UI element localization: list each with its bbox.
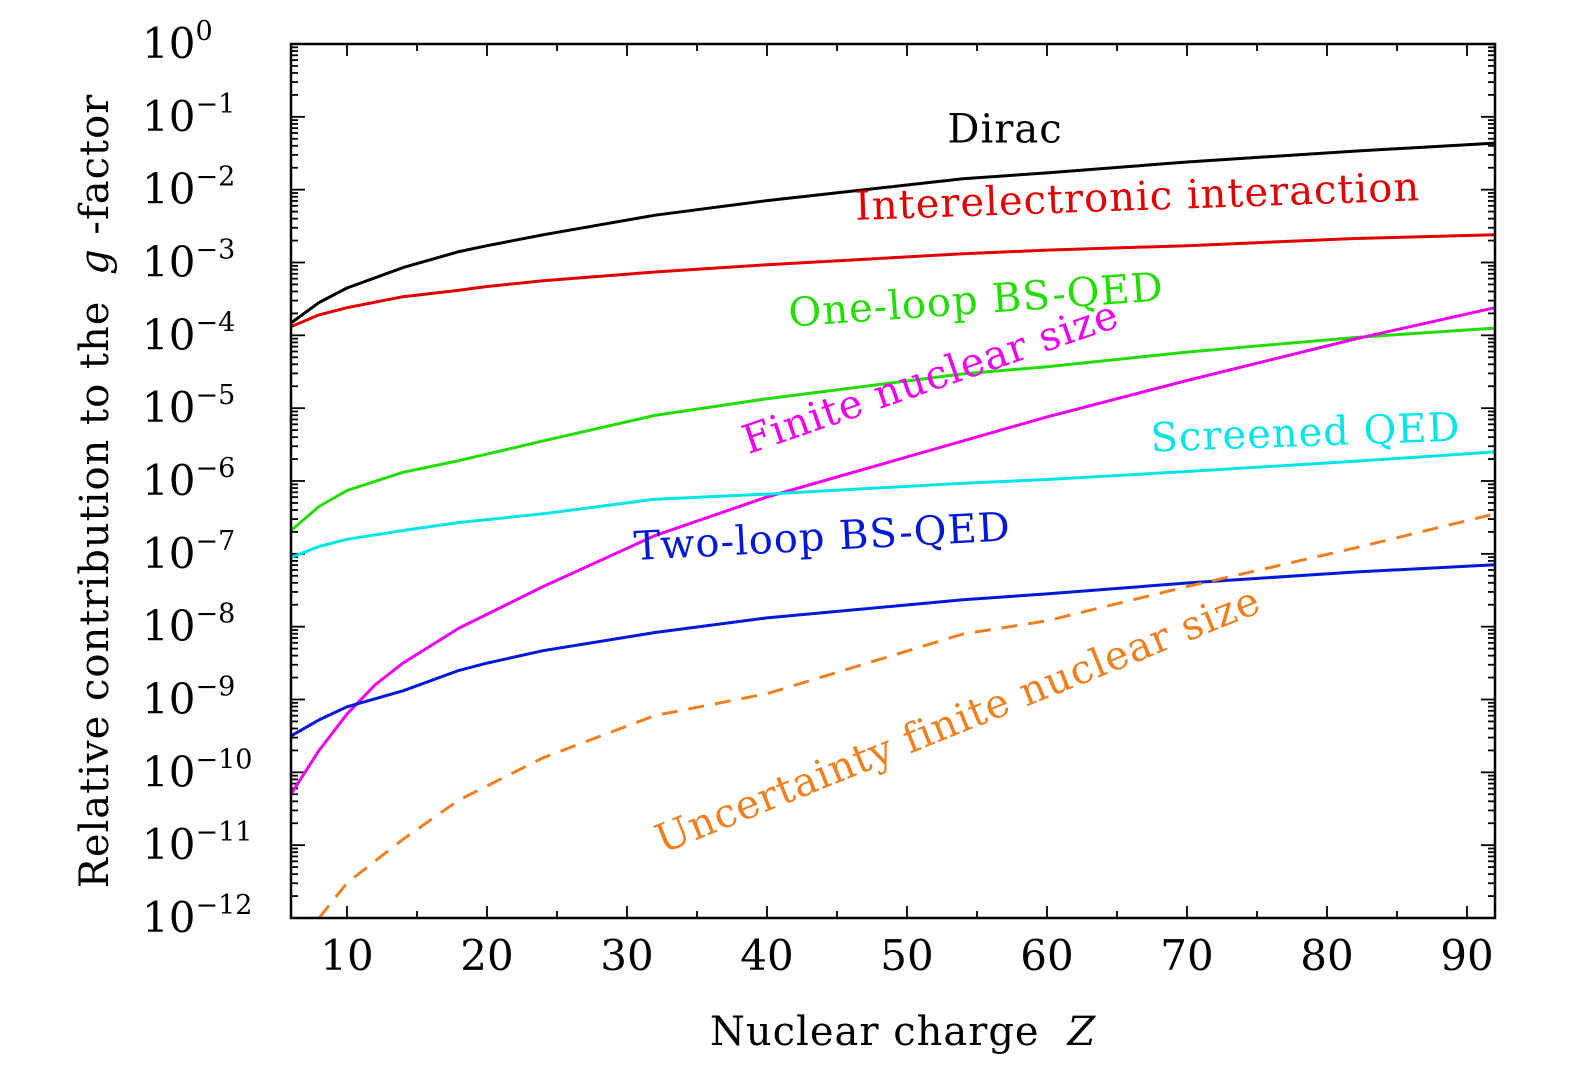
- y-tick-label-base: 10: [142, 165, 195, 214]
- y-axis-title-text: Relative contribution to the: [72, 301, 118, 889]
- y-tick-label-base: 10: [142, 529, 195, 578]
- y-tick-label-base: 10: [142, 456, 195, 505]
- y-tick-label: 10−7: [142, 526, 235, 578]
- y-tick-label: 10−2: [142, 162, 235, 214]
- y-tick-label-base: 10: [142, 238, 195, 287]
- y-tick-label-exponent: 0: [195, 16, 212, 47]
- y-tick-label-exponent: −7: [195, 526, 235, 557]
- series-line-two-loop-bs-qed: [290, 563, 1496, 738]
- series-line-one-loop-bs-qed: [290, 326, 1496, 532]
- series-label-screened-qed: Screened QED: [1150, 405, 1462, 462]
- y-tick-label-exponent: −10: [195, 744, 252, 775]
- plot-frame: [289, 42, 1497, 920]
- series-line-uncertainty-finite-nuclear-size: [317, 512, 1496, 919]
- series-line-finite-nuclear-size: [289, 306, 1496, 796]
- y-tick-label: 10−9: [142, 672, 235, 724]
- y-tick-label: 10−1: [142, 89, 235, 141]
- y-tick-label: 10−11: [142, 817, 252, 869]
- y-tick-label: 10−4: [142, 307, 235, 359]
- y-tick-label-exponent: −5: [195, 380, 235, 411]
- x-axis-title-variable: Z: [1065, 1009, 1096, 1055]
- y-tick-label-base: 10: [142, 893, 195, 942]
- y-axis-title-variable: g: [72, 248, 118, 275]
- y-tick-label-exponent: −9: [195, 672, 235, 703]
- series-line-interelectronic-interaction: [290, 233, 1496, 328]
- y-tick-label: 10−3: [142, 235, 235, 287]
- series-label-two-loop-bs-qed: Two-loop BS-QED: [633, 504, 1012, 570]
- y-tick-label-base: 10: [142, 92, 195, 141]
- series-label-dirac: Dirac: [947, 106, 1062, 152]
- y-tick-label-exponent: −11: [195, 817, 252, 848]
- y-tick-label: 100: [142, 16, 213, 68]
- y-tick-label-exponent: −1: [195, 89, 235, 120]
- x-axis-title: Nuclear charge Z: [710, 1009, 1096, 1055]
- series-line-dirac: [290, 141, 1496, 325]
- x-tick-label: 10: [320, 931, 373, 980]
- y-axis-title: Relative contribution to the g -factor: [72, 94, 118, 889]
- x-tick-label: 90: [1440, 931, 1493, 980]
- x-tick-labels: 10 20 30 40 50 60 70 80 90: [320, 931, 1493, 980]
- y-tick-label-exponent: −12: [195, 890, 252, 921]
- x-tick-label: 50: [880, 931, 933, 980]
- x-tick-label: 60: [1020, 931, 1073, 980]
- y-tick-label-exponent: −8: [195, 599, 235, 630]
- y-tick-label-base: 10: [142, 675, 195, 724]
- y-tick-label-exponent: −2: [195, 162, 235, 193]
- x-tick-label: 80: [1300, 931, 1353, 980]
- y-tick-label-base: 10: [142, 310, 195, 359]
- y-tick-label-exponent: −3: [195, 235, 235, 266]
- x-tick-label: 30: [600, 931, 653, 980]
- y-tick-label-exponent: −4: [195, 307, 235, 338]
- y-tick-label: 10−10: [142, 744, 252, 796]
- x-tick-label: 20: [460, 931, 513, 980]
- y-tick-label: 10−6: [142, 453, 235, 505]
- x-tick-label: 70: [1160, 931, 1213, 980]
- y-tick-label-exponent: −6: [195, 453, 235, 484]
- y-tick-label: 10−8: [142, 599, 235, 651]
- y-tick-labels: 10010−110−210−310−410−510−610−710−810−91…: [142, 16, 252, 942]
- y-tick-label-base: 10: [142, 383, 195, 432]
- y-tick-label: 10−12: [142, 890, 252, 942]
- y-tick-label-base: 10: [142, 820, 195, 869]
- y-tick-label: 10−5: [142, 380, 235, 432]
- y-axis-title-suffix: -factor: [72, 94, 118, 235]
- y-tick-label-base: 10: [142, 19, 195, 68]
- x-tick-label: 40: [740, 931, 793, 980]
- y-tick-label-base: 10: [142, 747, 195, 796]
- series-label-interelectronic-interaction: Interelectronic interaction: [854, 164, 1421, 230]
- series-layer: [289, 141, 1496, 919]
- series-line-screened-qed: [290, 450, 1496, 559]
- y-tick-label-base: 10: [142, 602, 195, 651]
- x-axis-title-text: Nuclear charge: [710, 1009, 1040, 1055]
